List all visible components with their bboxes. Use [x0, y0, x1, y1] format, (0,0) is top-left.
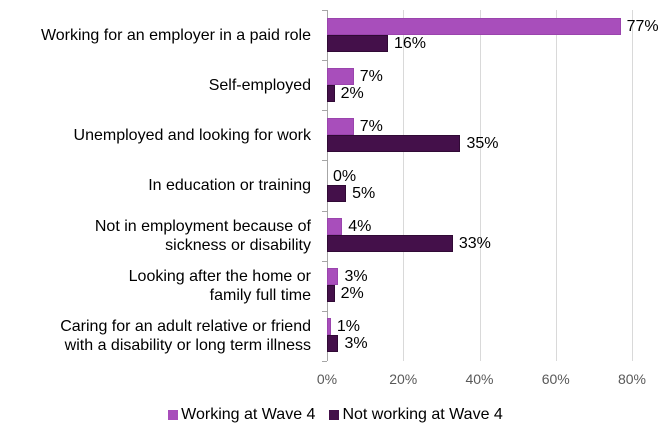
x-tick-label: 0% — [316, 371, 338, 387]
y-axis-tick — [322, 110, 327, 111]
data-label: 33% — [458, 235, 491, 253]
category-label-line: with a disability or long term illness — [64, 336, 311, 354]
bar-not-working — [327, 185, 347, 202]
y-axis-tick — [322, 361, 327, 362]
category-label-line: Unemployed and looking for work — [73, 126, 311, 144]
y-axis-tick — [322, 60, 327, 61]
bar-working — [327, 117, 354, 135]
category-label: Working for an employer in a paid role — [41, 26, 311, 45]
bar-working — [327, 218, 343, 236]
data-label: 2% — [340, 84, 364, 102]
gridline — [403, 10, 404, 361]
legend-label: Not working at Wave 4 — [342, 406, 503, 423]
bar-not-working — [327, 285, 335, 303]
category-label-line: Working for an employer in a paid role — [40, 26, 311, 44]
x-tick-label: 40% — [465, 371, 494, 387]
category-label: Caring for an adult relative or friend wi… — [60, 317, 311, 355]
y-axis-tick — [322, 211, 327, 212]
bar-not-working — [327, 134, 461, 152]
data-label: 3% — [344, 335, 368, 353]
legend: Working at Wave 4 Not working at Wave 4 — [0, 406, 671, 424]
legend-swatch-icon — [168, 410, 179, 420]
bar-not-working — [327, 84, 335, 102]
bar-working — [327, 268, 339, 286]
x-tick-label: 80% — [617, 371, 647, 387]
category-label-line: Self-employed — [208, 76, 311, 94]
category-label: Self-employed — [209, 76, 311, 95]
data-label: 7% — [359, 67, 383, 85]
bar-not-working — [327, 335, 339, 353]
category-label: Unemployed and looking for work — [74, 126, 311, 145]
data-label: 4% — [348, 218, 372, 236]
category-label-line: sickness or disability — [165, 236, 311, 254]
bar-working — [327, 67, 354, 85]
bar-not-working — [327, 34, 388, 52]
data-label: 5% — [352, 185, 376, 202]
bar-working — [327, 318, 331, 336]
legend-item: Not working at Wave 4 — [329, 406, 503, 424]
category-label: In education or training — [148, 176, 311, 195]
data-label: 16% — [394, 34, 427, 52]
bar-working — [327, 17, 621, 35]
category-label-line: Looking after the home or — [128, 267, 311, 285]
gridline — [556, 10, 557, 361]
category-label: Not in employment because of sickness or … — [95, 217, 311, 255]
legend-item: Working at Wave 4 — [168, 406, 315, 424]
y-axis-tick — [322, 160, 327, 161]
data-label: 3% — [344, 268, 368, 286]
data-label: 35% — [466, 134, 499, 152]
legend-swatch-icon — [329, 410, 340, 420]
category-label-line: Not in employment because of — [94, 217, 311, 235]
y-axis-tick — [322, 10, 327, 11]
x-tick-label: 20% — [389, 371, 418, 387]
legend-label: Working at Wave 4 — [181, 406, 316, 423]
data-label: 7% — [359, 117, 383, 135]
y-axis-tick — [322, 261, 327, 262]
data-label: 0% — [333, 168, 357, 185]
category-label-line: family full time — [209, 286, 311, 304]
gridline — [480, 10, 481, 361]
category-label: Looking after the home or family full tim… — [129, 267, 311, 305]
x-tick-label: 60% — [541, 371, 570, 387]
category-label-line: In education or training — [148, 177, 311, 194]
data-label: 2% — [340, 285, 364, 303]
y-axis-tick — [322, 311, 327, 312]
bar-not-working — [327, 235, 453, 253]
category-label-line: Caring for an adult relative or friend — [60, 317, 311, 335]
data-label: 1% — [336, 318, 360, 336]
data-label: 77% — [626, 17, 659, 35]
gridline — [632, 10, 633, 361]
